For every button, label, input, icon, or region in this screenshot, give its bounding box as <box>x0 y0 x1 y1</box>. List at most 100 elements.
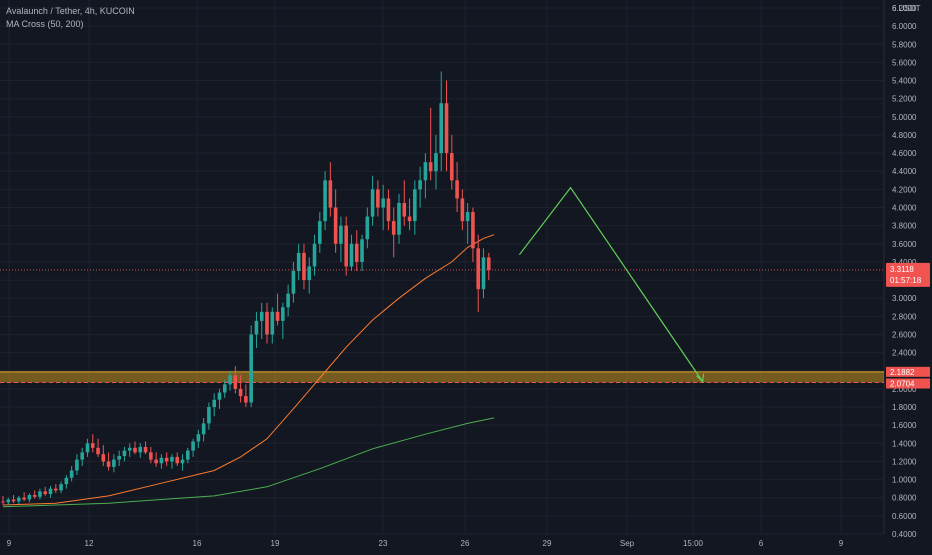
candle-body[interactable] <box>370 189 375 217</box>
candle-body[interactable] <box>254 320 259 335</box>
candle-body[interactable] <box>391 221 396 235</box>
candle-body[interactable] <box>143 446 148 453</box>
support-zone[interactable] <box>0 371 884 383</box>
candle-body[interactable] <box>307 266 312 281</box>
candle-body[interactable] <box>69 470 74 478</box>
candle-body[interactable] <box>138 446 143 453</box>
candle-body[interactable] <box>291 271 296 294</box>
candle-body[interactable] <box>133 447 137 453</box>
candle-body[interactable] <box>175 456 180 464</box>
candle-body[interactable] <box>90 443 95 448</box>
candle-body[interactable] <box>312 243 317 267</box>
candle-body[interactable] <box>27 495 32 500</box>
candle-body[interactable] <box>117 456 121 460</box>
candle-body[interactable] <box>275 311 280 321</box>
candle-body[interactable] <box>407 216 412 222</box>
candle-body[interactable] <box>1 501 5 503</box>
candle-body[interactable] <box>481 257 486 290</box>
candle-body[interactable] <box>59 484 63 491</box>
candle-body[interactable] <box>122 450 127 457</box>
candle-body[interactable] <box>159 457 164 464</box>
candle-body[interactable] <box>75 459 79 471</box>
candle-body[interactable] <box>244 396 248 403</box>
countdown-label: 01:57:18 <box>890 276 922 285</box>
candle-body[interactable] <box>486 257 491 271</box>
candle-body[interactable] <box>259 311 264 321</box>
candle-body[interactable] <box>96 447 100 455</box>
candle-body[interactable] <box>476 248 480 290</box>
candle-body[interactable] <box>455 180 459 199</box>
candle-body[interactable] <box>6 499 11 503</box>
candle-body[interactable] <box>64 477 69 485</box>
candle-body[interactable] <box>217 392 222 400</box>
candle-body[interactable] <box>381 198 385 208</box>
candle-body[interactable] <box>376 189 380 208</box>
candle-body[interactable] <box>38 491 42 497</box>
candle-body[interactable] <box>249 334 253 403</box>
candle-body[interactable] <box>180 459 185 464</box>
projection-path[interactable] <box>518 186 704 382</box>
candle-body[interactable] <box>450 153 454 181</box>
candle-body[interactable] <box>17 497 21 502</box>
candle-body[interactable] <box>434 153 438 172</box>
candle-body[interactable] <box>281 307 285 321</box>
candle-body[interactable] <box>428 162 433 172</box>
candle-body[interactable] <box>444 103 449 154</box>
candle-body[interactable] <box>302 252 306 281</box>
candle-body[interactable] <box>43 491 48 495</box>
candle-body[interactable] <box>460 198 465 222</box>
candle-body[interactable] <box>186 450 190 460</box>
candle-body[interactable] <box>222 384 227 393</box>
candle-body[interactable] <box>423 162 428 181</box>
candle-body[interactable] <box>471 212 475 249</box>
candle-body[interactable] <box>228 375 232 385</box>
candle-body[interactable] <box>149 452 153 460</box>
candle-body[interactable] <box>270 311 275 335</box>
candle-body[interactable] <box>112 459 116 467</box>
candle-body[interactable] <box>54 488 58 491</box>
candle-body[interactable] <box>402 202 407 217</box>
candle-body[interactable] <box>106 461 111 467</box>
candle-body[interactable] <box>101 454 106 462</box>
candle-body[interactable] <box>191 441 195 451</box>
candle-body[interactable] <box>207 407 211 424</box>
time-scale[interactable] <box>0 534 884 550</box>
candle-body[interactable] <box>212 399 216 408</box>
candle-body[interactable] <box>154 459 158 464</box>
candle-body[interactable] <box>265 311 269 335</box>
candle-body[interactable] <box>170 456 174 462</box>
candle-body[interactable] <box>397 202 401 235</box>
candle-body[interactable] <box>465 212 470 222</box>
candle-body[interactable] <box>32 495 37 497</box>
candle-body[interactable] <box>233 375 238 389</box>
candle-body[interactable] <box>339 225 343 244</box>
candle-body[interactable] <box>439 103 444 154</box>
candle-body[interactable] <box>48 488 53 495</box>
candle-body[interactable] <box>386 198 391 222</box>
candle-body[interactable] <box>11 499 16 502</box>
candle-body[interactable] <box>80 452 84 460</box>
candle-body[interactable] <box>85 443 90 453</box>
candle-body[interactable] <box>196 434 201 442</box>
plot-area[interactable] <box>0 0 884 534</box>
candle-body[interactable] <box>22 497 26 500</box>
candle-body[interactable] <box>201 423 206 435</box>
candle-body[interactable] <box>365 216 370 240</box>
candle-body[interactable] <box>323 180 327 222</box>
candle-body[interactable] <box>333 207 338 244</box>
candle-body[interactable] <box>318 221 322 244</box>
candle-body[interactable] <box>360 239 364 262</box>
candle-body[interactable] <box>349 243 354 267</box>
candle-body[interactable] <box>286 293 290 308</box>
candle-body[interactable] <box>328 180 333 208</box>
candle-body[interactable] <box>344 225 348 267</box>
candle-body[interactable] <box>354 243 359 262</box>
candle-body[interactable] <box>238 388 243 397</box>
candle-body[interactable] <box>413 189 417 222</box>
candle-body[interactable] <box>164 457 169 462</box>
candle-body[interactable] <box>418 180 422 190</box>
candle-body[interactable] <box>127 447 132 451</box>
candle-body[interactable] <box>296 252 301 271</box>
